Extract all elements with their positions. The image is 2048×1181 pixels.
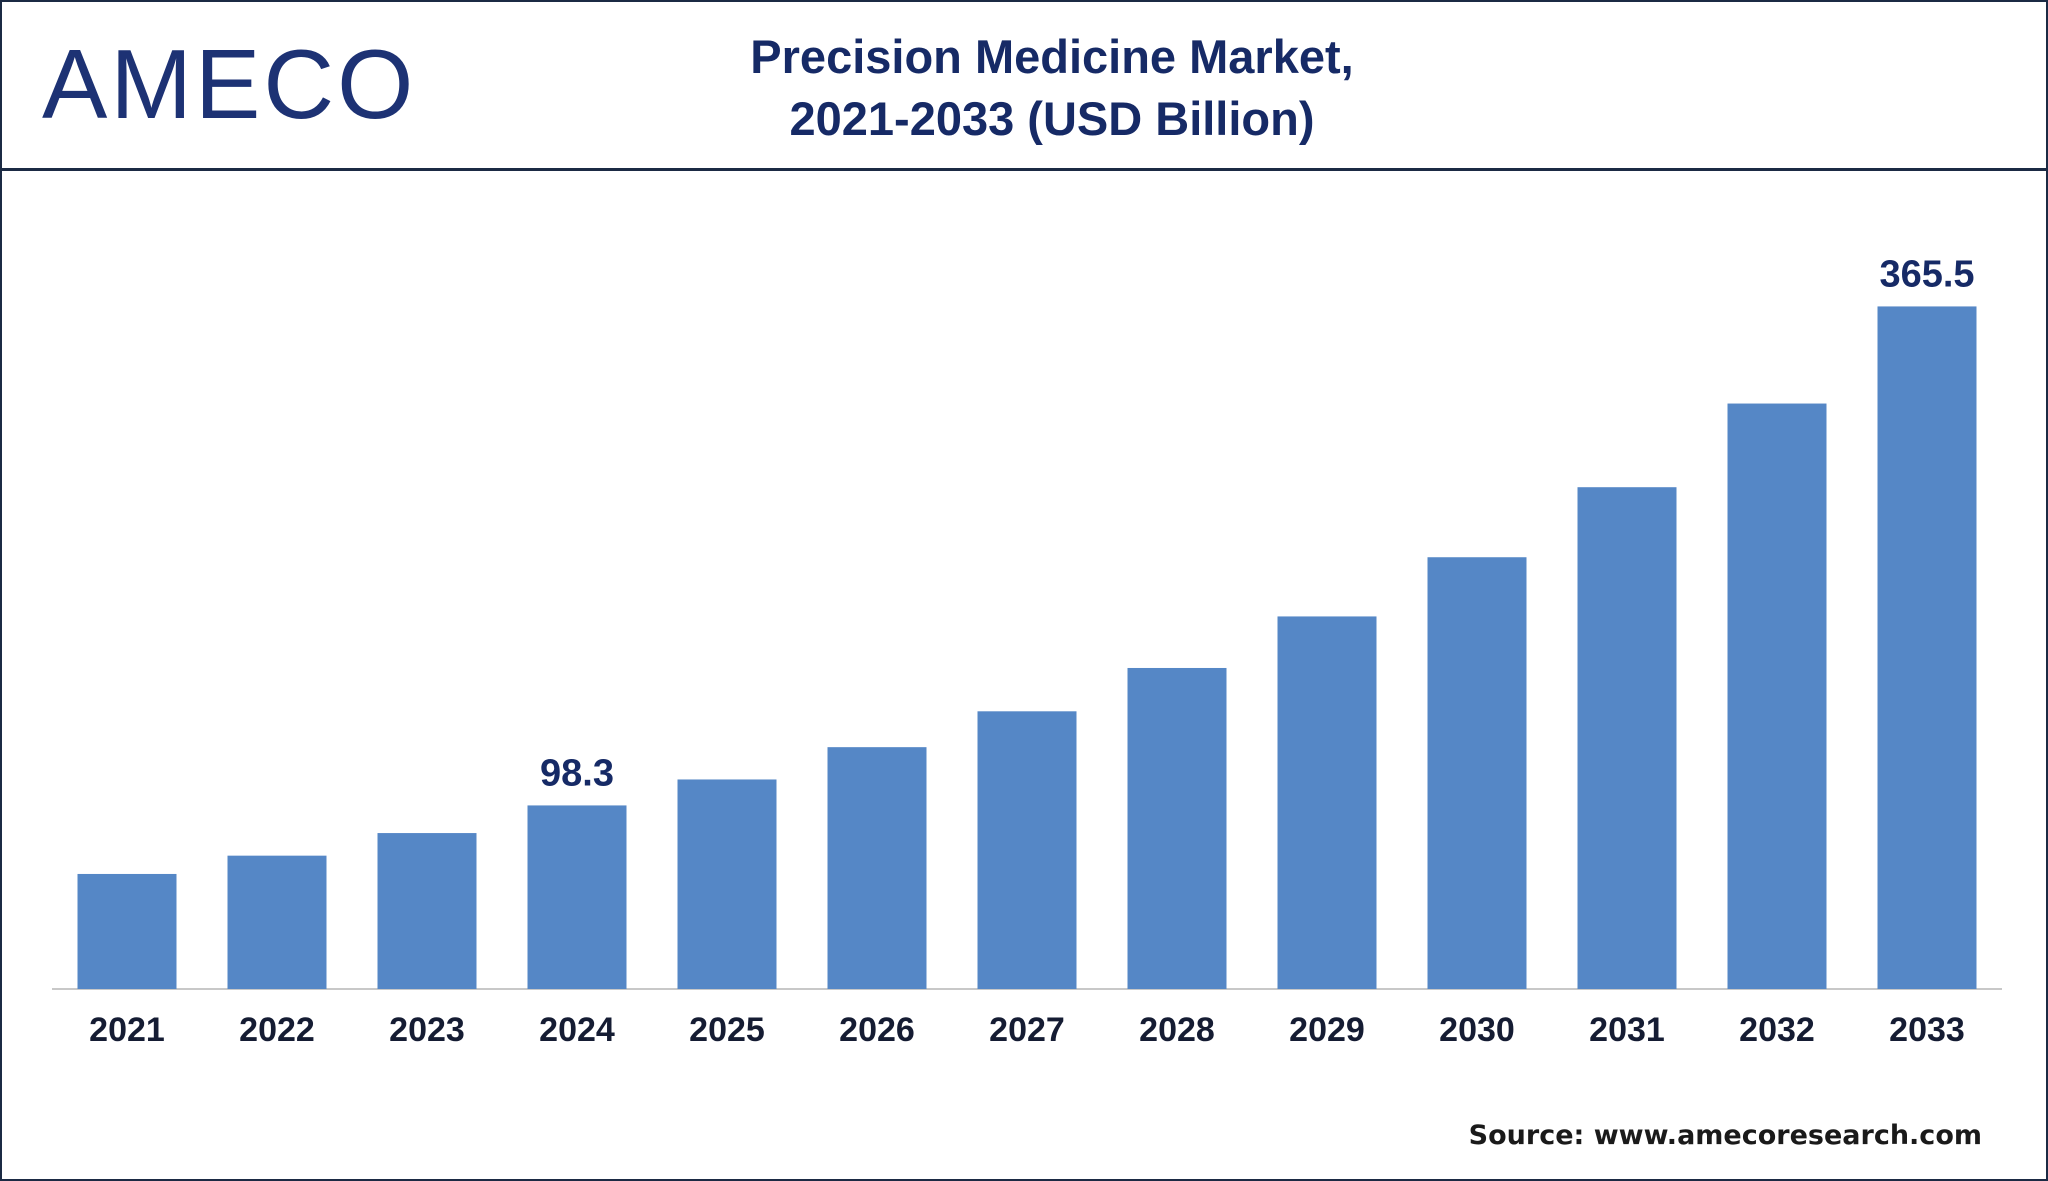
logo-text: AMECO	[42, 29, 416, 132]
x-tick-label-2031: 2031	[1589, 1011, 1665, 1049]
x-tick-label-2028: 2028	[1139, 1011, 1215, 1049]
bar-chart: 2021 2022 2023 2024 2025 2026 2027 2028 2029 2030…	[52, 253, 2002, 1049]
bar-2021	[77, 873, 177, 989]
bar-2023	[377, 833, 477, 989]
ameco-logo: AMECO	[42, 29, 416, 132]
bar-2028	[1127, 667, 1227, 989]
header: AMECO Precision Medicine Market, 2021-20…	[2, 2, 2046, 168]
data-label-2033: 365.5	[1879, 253, 1974, 295]
x-tick-label-2027: 2027	[989, 1011, 1065, 1049]
x-tick-label-2029: 2029	[1289, 1011, 1365, 1049]
chart-title-line2: 2021-2033 (USD Billion)	[789, 92, 1315, 145]
x-tick-label-2032: 2032	[1739, 1011, 1815, 1049]
x-tick-label-2022: 2022	[239, 1011, 315, 1049]
x-tick-label-2026: 2026	[839, 1011, 915, 1049]
bar-2029	[1277, 616, 1377, 989]
bar-2033	[1877, 306, 1977, 989]
bar-2026	[827, 747, 927, 989]
x-tick-label-2021: 2021	[89, 1011, 165, 1049]
bar-2027	[977, 711, 1077, 989]
bar-2030	[1427, 557, 1527, 989]
x-tick-label-2030: 2030	[1439, 1011, 1515, 1049]
bar-2031	[1577, 487, 1677, 989]
x-tick-label-2023: 2023	[389, 1011, 465, 1049]
source-note: Source: www.amecoresearch.com	[1468, 1120, 1982, 1151]
chart-title: Precision Medicine Market, 2021-2033 (US…	[542, 26, 1562, 150]
data-label-2024: 98.3	[540, 752, 614, 794]
bar-2022	[227, 855, 327, 989]
x-tick-label-2024: 2024	[539, 1011, 615, 1049]
bar-2024	[527, 805, 627, 989]
chart-title-line1: Precision Medicine Market,	[750, 30, 1354, 83]
header-divider	[2, 168, 2046, 171]
x-tick-label-2033: 2033	[1889, 1011, 1965, 1049]
bar-2025	[677, 779, 777, 989]
bar-2032	[1727, 403, 1827, 989]
x-tick-label-2025: 2025	[689, 1011, 765, 1049]
